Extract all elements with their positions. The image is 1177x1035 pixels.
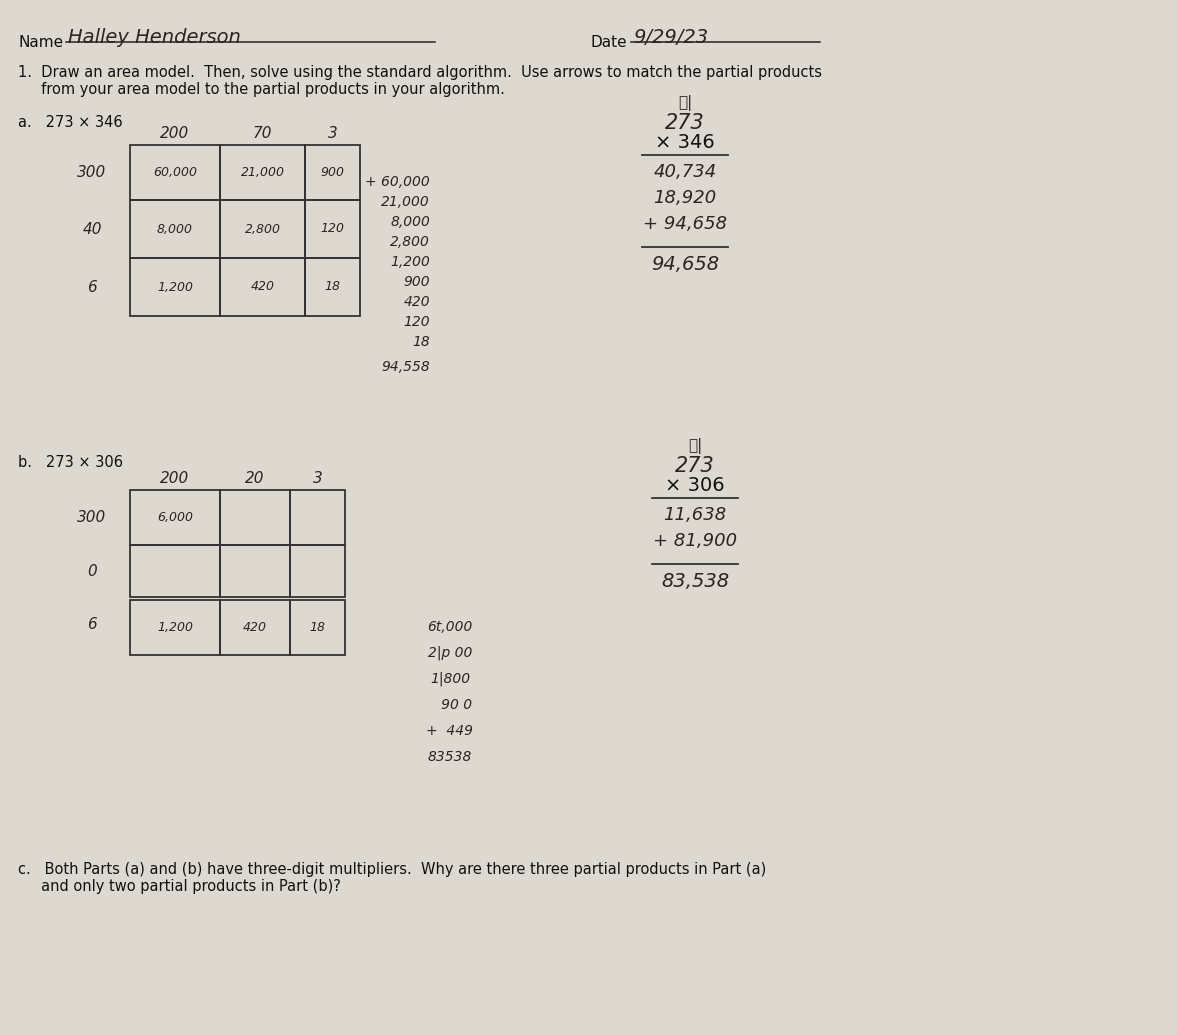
Text: 1|800: 1|800 (430, 672, 470, 686)
Text: 6: 6 (87, 279, 97, 295)
Text: a.   273 × 346: a. 273 × 346 (18, 115, 122, 130)
Text: × 306: × 306 (665, 476, 725, 495)
Bar (290, 490, 345, 545)
Text: × 346: × 346 (656, 134, 714, 152)
Bar (129, 600, 220, 655)
Bar (220, 490, 290, 545)
Text: 1,200: 1,200 (157, 280, 193, 294)
Text: 20: 20 (245, 471, 265, 486)
Bar (220, 145, 305, 200)
Text: c.   Both Parts (a) and (b) have three-digit multipliers.  Why are there three p: c. Both Parts (a) and (b) have three-dig… (18, 862, 766, 877)
Text: 1.  Draw an area model.  Then, solve using the standard algorithm.  Use arrows t: 1. Draw an area model. Then, solve using… (18, 65, 822, 80)
Text: 83538: 83538 (427, 750, 472, 764)
Bar (290, 600, 345, 655)
Text: 9/29/23: 9/29/23 (633, 28, 709, 47)
Text: Name: Name (18, 35, 64, 50)
Text: 900: 900 (404, 275, 430, 289)
Text: 6t,000: 6t,000 (427, 620, 473, 634)
Bar (129, 200, 220, 258)
Text: + 81,900: + 81,900 (653, 532, 737, 550)
Text: 18: 18 (325, 280, 340, 294)
Text: + 94,658: + 94,658 (643, 215, 727, 233)
Text: 11,638: 11,638 (664, 506, 726, 524)
Text: 120: 120 (404, 315, 430, 329)
Text: + 60,000: + 60,000 (365, 175, 430, 189)
Text: +  449: + 449 (426, 724, 473, 738)
Text: 21,000: 21,000 (240, 166, 285, 179)
Text: 90 0: 90 0 (428, 698, 472, 712)
Bar (129, 545, 220, 597)
Text: 18: 18 (310, 621, 326, 634)
Bar (305, 200, 360, 258)
Text: Halley Henderson: Halley Henderson (68, 28, 241, 47)
Text: 420: 420 (251, 280, 274, 294)
Text: 3: 3 (327, 126, 338, 141)
Bar (129, 145, 220, 200)
Bar (305, 145, 360, 200)
Text: 900: 900 (320, 166, 345, 179)
Text: 3: 3 (313, 471, 322, 486)
Bar (129, 258, 220, 316)
Bar (220, 258, 305, 316)
Bar (220, 600, 290, 655)
Text: 18: 18 (412, 335, 430, 349)
Text: 6: 6 (87, 617, 97, 632)
Text: 420: 420 (242, 621, 267, 634)
Text: 273: 273 (665, 113, 705, 134)
Text: 8,000: 8,000 (157, 223, 193, 236)
Text: 83,538: 83,538 (661, 572, 729, 591)
Bar (290, 545, 345, 597)
Text: 120: 120 (320, 223, 345, 236)
Text: 300: 300 (78, 510, 107, 525)
Text: 1,200: 1,200 (390, 255, 430, 269)
Text: 2,800: 2,800 (390, 235, 430, 249)
Text: 94,558: 94,558 (381, 360, 430, 374)
Text: 21,000: 21,000 (381, 195, 430, 209)
Text: Date: Date (590, 35, 626, 50)
Text: 40,734: 40,734 (653, 162, 717, 181)
Bar (220, 200, 305, 258)
Text: from your area model to the partial products in your algorithm.: from your area model to the partial prod… (18, 82, 505, 97)
Text: 200: 200 (160, 471, 189, 486)
Text: 卌|: 卌| (687, 438, 703, 454)
Text: 2|p 00: 2|p 00 (427, 646, 472, 660)
Bar (129, 490, 220, 545)
Bar (305, 258, 360, 316)
Text: 0: 0 (87, 563, 97, 579)
Text: b.   273 × 306: b. 273 × 306 (18, 455, 124, 470)
Text: 2,800: 2,800 (245, 223, 280, 236)
Text: 40: 40 (82, 221, 101, 237)
Text: 273: 273 (676, 456, 714, 476)
Text: 60,000: 60,000 (153, 166, 197, 179)
Text: 94,658: 94,658 (651, 255, 719, 274)
Text: 6,000: 6,000 (157, 511, 193, 524)
Text: 70: 70 (253, 126, 272, 141)
Text: and only two partial products in Part (b)?: and only two partial products in Part (b… (18, 879, 341, 894)
Text: 200: 200 (160, 126, 189, 141)
Text: 300: 300 (78, 165, 107, 180)
Text: 18,920: 18,920 (653, 189, 717, 207)
Text: 1,200: 1,200 (157, 621, 193, 634)
Bar (220, 545, 290, 597)
Text: 420: 420 (404, 295, 430, 309)
Text: 卌|: 卌| (678, 95, 692, 111)
Text: 8,000: 8,000 (390, 215, 430, 229)
